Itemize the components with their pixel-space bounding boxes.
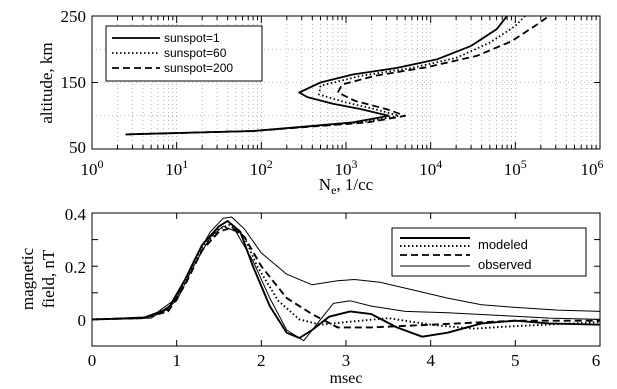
legend: sunspot=1 sunspot=60 sunspot=200: [105, 25, 263, 82]
x-tick-label: 6: [592, 351, 601, 370]
legend-label: sunspot=1: [164, 31, 220, 45]
y-tick-label: 0.2: [65, 258, 86, 277]
legend: modeled observed: [391, 227, 587, 277]
x-tick-label: 100: [81, 157, 104, 179]
x-tick-label: 101: [165, 157, 188, 179]
y-axis-label: field, nT: [39, 249, 58, 308]
observed-line-5: [91, 225, 601, 342]
y-axis-label: altitude, km: [37, 42, 56, 123]
y-axis-label: magnetic: [18, 247, 37, 310]
legend-label: sunspot=60: [164, 46, 227, 60]
x-tick-label: 106: [581, 157, 604, 179]
x-tick-label: 104: [419, 157, 442, 179]
x-tick-label: 0: [88, 351, 97, 370]
x-axis-label: msec: [330, 370, 363, 387]
series-lines: [125, 15, 550, 136]
x-tick-label: 103: [335, 157, 358, 179]
legend-label: sunspot=200: [164, 61, 233, 75]
electron-density-chart: 50 150 250 100 101 102 103 104 105 106 N…: [37, 7, 604, 197]
x-tick-label: 3: [342, 351, 351, 370]
axis-ticks: [91, 15, 600, 150]
y-tick-label: 0: [78, 311, 87, 330]
axis-ticks: [91, 212, 601, 347]
x-tick-label: 2: [257, 351, 266, 370]
y-tick-label: 150: [61, 73, 87, 92]
series-lines: [91, 216, 601, 342]
x-axis-label: Ne, 1/cc: [319, 175, 374, 197]
y-tick-label: 0.4: [65, 205, 87, 224]
x-tick-label: 4: [426, 351, 435, 370]
series-line-2: [125, 15, 526, 136]
series-line-1: [125, 15, 508, 136]
x-tick-label: 102: [250, 157, 273, 179]
x-tick-label: 5: [511, 351, 520, 370]
legend-label: modeled: [478, 237, 528, 252]
observed-line-4: [91, 216, 601, 320]
y-tick-label: 50: [69, 138, 86, 157]
y-tick-label: 250: [61, 7, 87, 26]
legend-label: observed: [478, 257, 531, 272]
magnetic-field-chart: 0 0.2 0.4 0 1 2 3 4 5 6 msec magnetic fi…: [18, 205, 601, 387]
x-tick-label: 1: [172, 351, 181, 370]
series-line-3: [125, 15, 550, 136]
x-tick-label: 105: [504, 157, 527, 179]
legend-box: [391, 227, 587, 277]
